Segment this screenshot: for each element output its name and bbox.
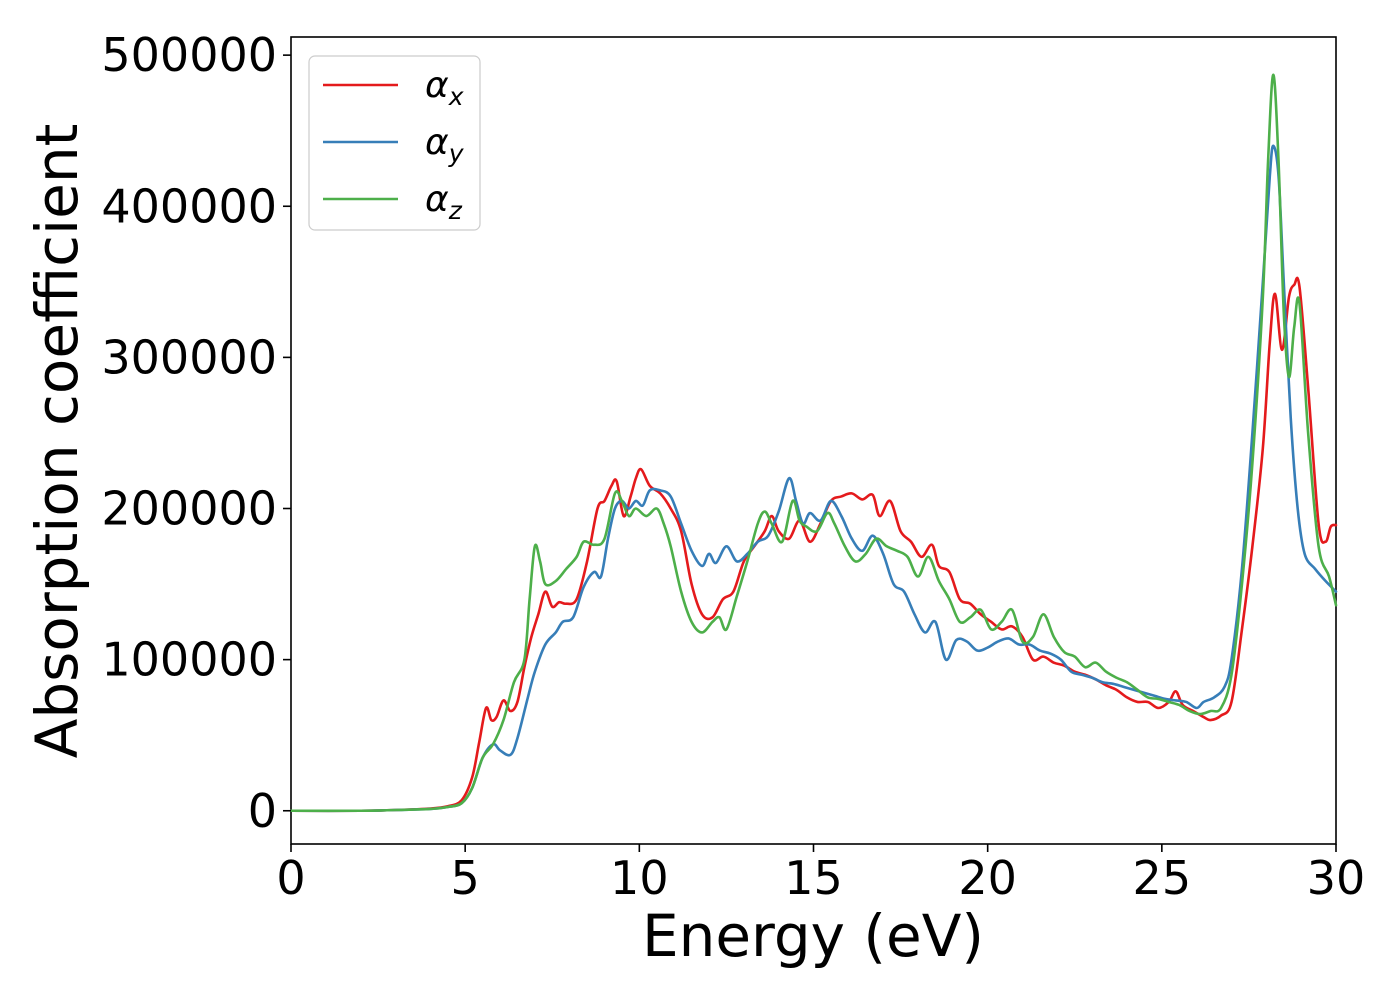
legend-label-y: αy — [425, 122, 465, 168]
y-tick-label: 400000 — [101, 179, 277, 233]
series-layer — [289, 73, 1338, 813]
x-tick-label: 10 — [610, 851, 669, 905]
legend-label-z: αz — [425, 179, 463, 225]
x-tick-label: 5 — [451, 851, 480, 905]
y-tick-label: 200000 — [101, 482, 277, 536]
legend: αx αy αz — [308, 55, 481, 231]
x-axis-title: Energy (eV) — [642, 902, 984, 970]
x-tick-label: 25 — [1133, 851, 1192, 905]
series-line-x — [289, 276, 1338, 813]
x-tick-label: 30 — [1307, 851, 1366, 905]
series-line-y — [289, 144, 1338, 813]
y-tick-label: 300000 — [101, 330, 277, 384]
y-tick-label: 100000 — [101, 633, 277, 687]
y-tick-label: 0 — [248, 784, 277, 838]
x-tick-label: 15 — [784, 851, 843, 905]
x-tick-label: 0 — [276, 851, 305, 905]
x-axis-ticks: 0 5 10 15 20 25 30 — [276, 844, 1365, 905]
y-axis-title: Absorption coefficient — [23, 124, 91, 759]
y-tick-label: 500000 — [101, 28, 277, 82]
series-line-z — [289, 73, 1338, 813]
y-axis-ticks: 0 100000 200000 300000 400000 500000 — [101, 28, 291, 838]
legend-label-x: αx — [425, 65, 464, 111]
x-tick-label: 20 — [958, 851, 1017, 905]
